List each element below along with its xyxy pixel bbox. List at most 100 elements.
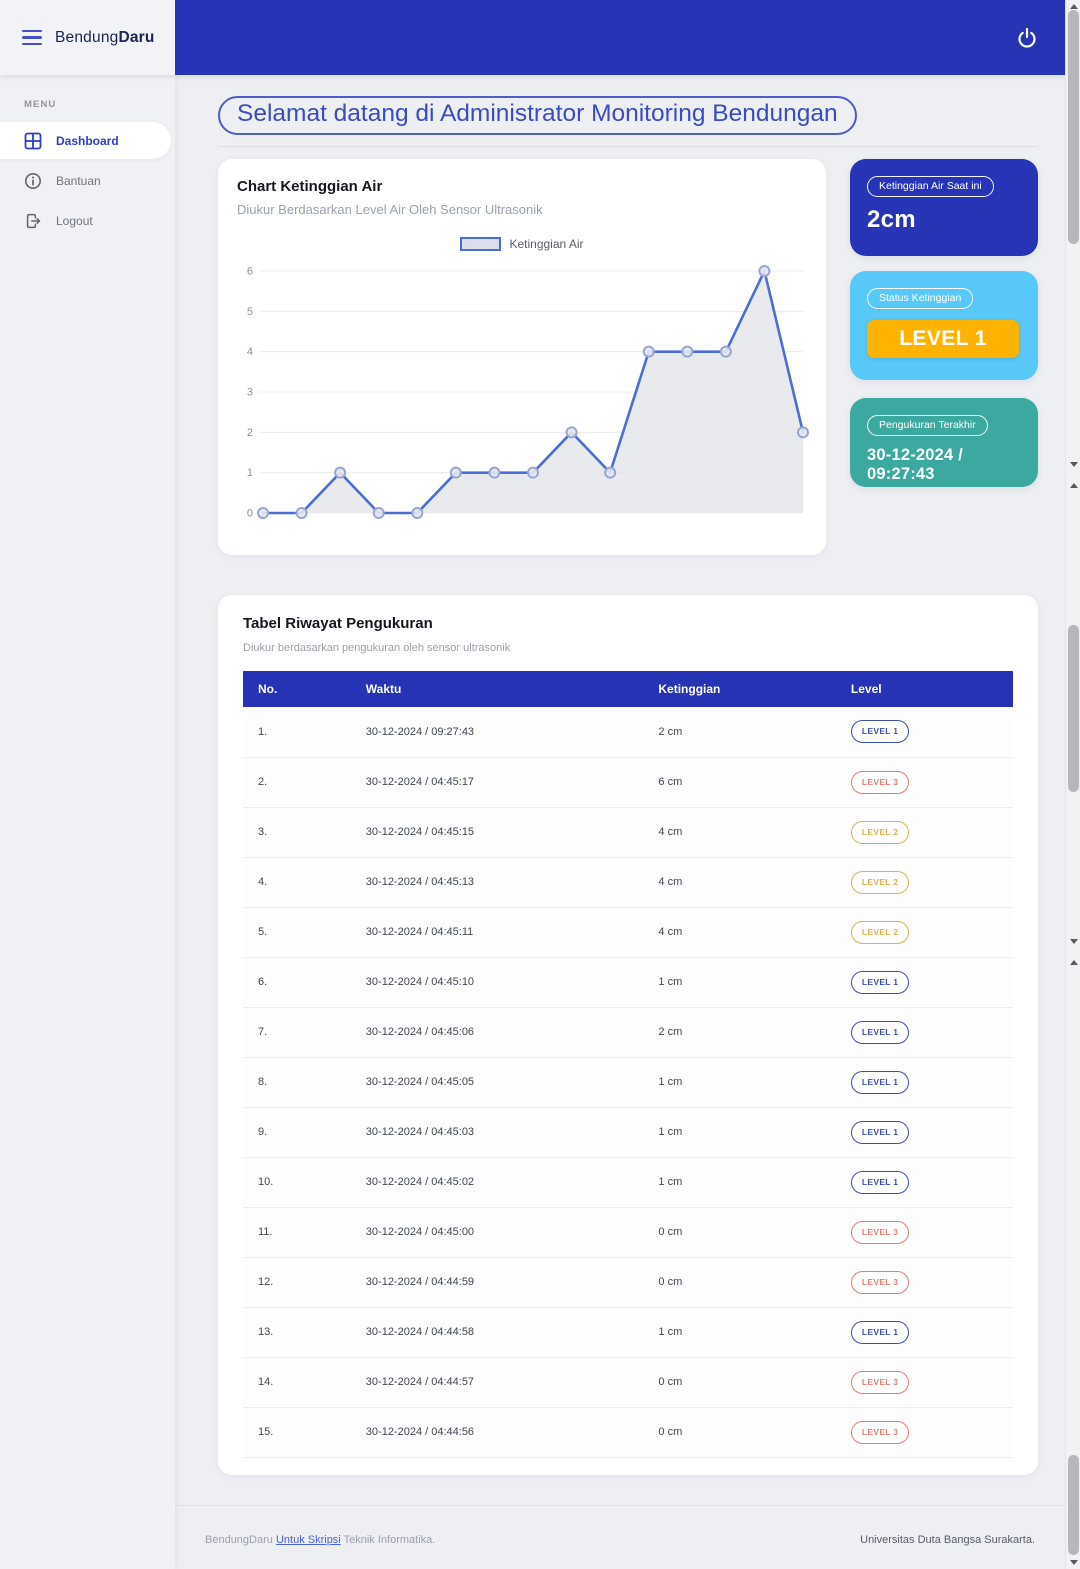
stat-label: Status Ketinggian: [867, 288, 974, 309]
row-number: 11.: [243, 1207, 351, 1258]
table-row: 13. 30-12-2024 / 04:44:58 1 cm LEVEL 1: [243, 1307, 1013, 1358]
row-level-cell: LEVEL 2: [835, 807, 1013, 858]
row-waktu: 30-12-2024 / 04:45:02: [350, 1157, 644, 1208]
data-point-marker: [372, 507, 385, 519]
data-point-marker: [642, 345, 655, 358]
row-level-cell: LEVEL 2: [835, 857, 1013, 908]
row-waktu: 30-12-2024 / 09:27:43: [350, 707, 644, 758]
row-number: 13.: [243, 1307, 351, 1358]
logout-icon: [26, 213, 41, 228]
row-waktu: 30-12-2024 / 04:45:03: [350, 1107, 644, 1158]
row-number: 7.: [243, 1007, 351, 1058]
topbar-blue-strip: [175, 0, 1065, 75]
row-ketinggian: 0 cm: [643, 1407, 836, 1458]
row-ketinggian: 1 cm: [643, 1157, 836, 1208]
footer-credit: BendungDaru Untuk Skripsi Teknik Informa…: [205, 1534, 435, 1546]
legend-swatch: [460, 237, 502, 251]
level-badge: LEVEL 3: [850, 1220, 910, 1244]
scrollbar-track[interactable]: [1065, 0, 1080, 1569]
level-badge: LEVEL 2: [850, 870, 910, 894]
row-number: 1.: [243, 707, 351, 758]
data-point-marker: [758, 265, 771, 277]
data-point-marker: [295, 507, 308, 519]
water-level-chart: 0 1 2 3 4 5 6: [237, 255, 809, 548]
footer-text: BendungDaru: [205, 1534, 276, 1546]
row-level-cell: LEVEL 3: [835, 1357, 1013, 1408]
row-ketinggian: 1 cm: [643, 957, 836, 1008]
table-row: 6. 30-12-2024 / 04:45:10 1 cm LEVEL 1: [243, 957, 1013, 1008]
chart-card-title: Chart Ketinggian Air: [237, 178, 383, 195]
row-ketinggian: 1 cm: [643, 1307, 836, 1358]
level-badge: LEVEL 2: [850, 920, 910, 944]
sidebar-menu-label: MENU: [24, 99, 57, 110]
stat-label: Ketinggian Air Saat ini: [867, 176, 994, 197]
row-level-cell: LEVEL 1: [835, 1157, 1013, 1208]
sidebar-item-bantuan[interactable]: Bantuan: [0, 162, 171, 199]
scroll-up-arrow[interactable]: [1069, 4, 1078, 9]
dashboard-grid-icon: [24, 132, 42, 149]
topbar: BendungDaru: [0, 0, 1080, 75]
level-badge: LEVEL 1: [850, 720, 910, 744]
brand-area: BendungDaru: [0, 0, 175, 75]
row-waktu: 30-12-2024 / 04:45:06: [350, 1007, 644, 1058]
scrollbar-thumb[interactable]: [1068, 625, 1079, 792]
row-ketinggian: 1 cm: [643, 1107, 836, 1158]
main-content: Selamat datang di Administrator Monitori…: [175, 75, 1065, 1569]
power-icon[interactable]: [1015, 26, 1039, 50]
current-level-value: 2cm: [867, 206, 916, 233]
y-axis-tick: 1: [247, 467, 253, 479]
row-ketinggian: 2 cm: [643, 1007, 836, 1058]
table-row: 15. 30-12-2024 / 04:44:56 0 cm LEVEL 3: [243, 1407, 1013, 1458]
row-level-cell: LEVEL 3: [835, 1407, 1013, 1458]
row-level-cell: LEVEL 2: [835, 907, 1013, 958]
row-waktu: 30-12-2024 / 04:45:00: [350, 1207, 644, 1258]
row-level-cell: LEVEL 3: [835, 757, 1013, 808]
sidebar-item-dashboard[interactable]: Dashboard: [0, 122, 171, 159]
scrollbar-thumb[interactable]: [1068, 10, 1079, 244]
data-point-marker: [257, 507, 269, 519]
row-number: 4.: [243, 857, 351, 908]
row-ketinggian: 2 cm: [643, 707, 836, 758]
data-point-marker: [527, 466, 539, 479]
footer-university: Universitas Duta Bangsa Surakarta.: [860, 1534, 1035, 1546]
scroll-down-arrow[interactable]: [1069, 1560, 1078, 1565]
column-header-waktu: Waktu: [350, 671, 644, 707]
row-ketinggian: 4 cm: [643, 857, 836, 908]
scroll-down-arrow[interactable]: [1069, 462, 1078, 467]
hamburger-menu-icon[interactable]: [22, 29, 42, 46]
scrollbar-thumb[interactable]: [1068, 1455, 1079, 1555]
table-title: Tabel Riwayat Pengukuran: [243, 615, 433, 632]
stat-card-status: Status Ketinggian LEVEL 1: [850, 271, 1038, 380]
scroll-up-arrow[interactable]: [1069, 483, 1078, 488]
table-row: 11. 30-12-2024 / 04:45:00 0 cm LEVEL 3: [243, 1207, 1013, 1258]
data-point-marker: [604, 466, 617, 479]
data-point-marker: [411, 507, 424, 519]
data-point-marker: [449, 466, 462, 479]
row-level-cell: LEVEL 1: [835, 957, 1013, 1008]
row-number: 6.: [243, 957, 351, 1008]
sidebar-item-logout[interactable]: Logout: [0, 202, 171, 239]
data-point-marker: [565, 426, 578, 439]
skripsi-link[interactable]: Untuk Skripsi: [275, 1534, 341, 1546]
row-level-cell: LEVEL 3: [835, 1207, 1013, 1258]
y-axis-tick: 0: [247, 508, 253, 520]
stat-card-current-level: Ketinggian Air Saat ini 2cm: [850, 159, 1038, 256]
row-number: 10.: [243, 1157, 351, 1208]
scroll-up-arrow[interactable]: [1069, 960, 1078, 965]
level-badge: LEVEL 1: [850, 1070, 910, 1094]
footer: BendungDaru Untuk Skripsi Teknik Informa…: [175, 1505, 1065, 1546]
data-point-marker: [681, 345, 694, 358]
table-row: 7. 30-12-2024 / 04:45:06 2 cm LEVEL 1: [243, 1007, 1013, 1058]
table-row: 12. 30-12-2024 / 04:44:59 0 cm LEVEL 3: [243, 1257, 1013, 1308]
stat-card-last-measurement: Pengukuran Terakhir 30-12-2024 / 09:27:4…: [850, 398, 1038, 487]
chart-legend[interactable]: Ketinggian Air: [237, 237, 807, 251]
row-number: 3.: [243, 807, 351, 858]
table-row: 1. 30-12-2024 / 09:27:43 2 cm LEVEL 1: [243, 707, 1013, 758]
scroll-down-arrow[interactable]: [1069, 939, 1078, 944]
row-waktu: 30-12-2024 / 04:44:57: [350, 1357, 644, 1408]
row-number: 9.: [243, 1107, 351, 1158]
row-waktu: 30-12-2024 / 04:45:05: [350, 1057, 644, 1108]
row-number: 8.: [243, 1057, 351, 1108]
stat-label: Pengukuran Terakhir: [867, 415, 988, 436]
column-header-level: Level: [835, 671, 1013, 707]
